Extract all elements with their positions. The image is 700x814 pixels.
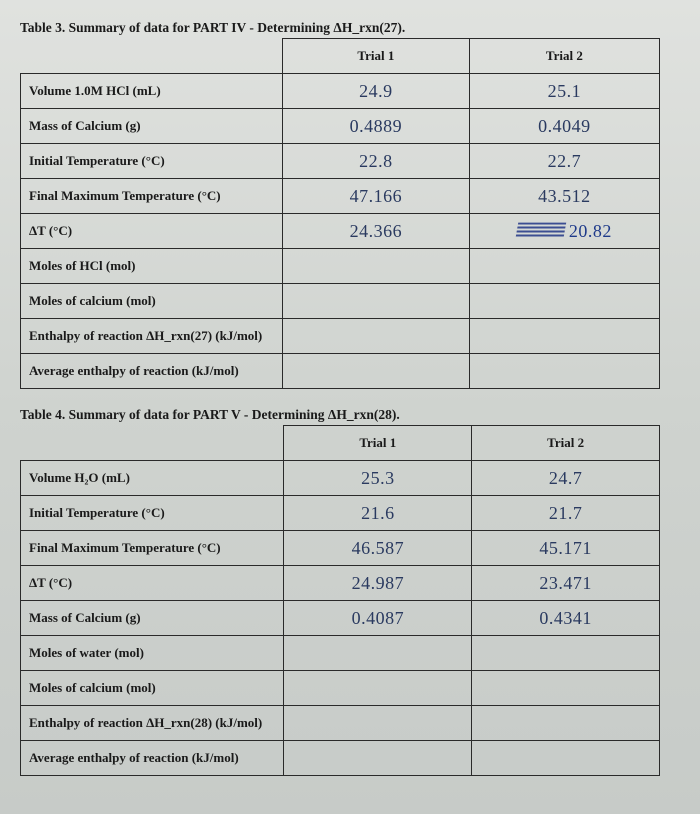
table4-trial2: 45.171 <box>472 531 660 566</box>
table3-col-trial1: Trial 1 <box>282 39 469 74</box>
table3-trial2 <box>469 249 659 284</box>
table3-col-trial2: Trial 2 <box>469 39 659 74</box>
blank-corner <box>21 39 283 74</box>
table3-trial1 <box>282 284 469 319</box>
table4-label: ΔT (°C) <box>21 566 284 601</box>
table3-trial1: 24.9 <box>282 74 469 109</box>
table3-row: Enthalpy of reaction ΔH_rxn(27) (kJ/mol) <box>21 319 660 354</box>
table3-row: Final Maximum Temperature (°C)47.16643.5… <box>21 179 660 214</box>
table3-row: ΔT (°C)24.36620.82 <box>21 214 660 249</box>
table4-label: Average enthalpy of reaction (kJ/mol) <box>21 741 284 776</box>
table3-trial2: 0.4049 <box>469 109 659 144</box>
table4-label: Moles of calcium (mol) <box>21 671 284 706</box>
table3-label: Average enthalpy of reaction (kJ/mol) <box>21 354 283 389</box>
table3-trial1: 47.166 <box>282 179 469 214</box>
table3-label: Final Maximum Temperature (°C) <box>21 179 283 214</box>
table3-trial2: 25.1 <box>469 74 659 109</box>
table4-row: Mass of Calcium (g)0.40870.4341 <box>21 601 660 636</box>
table3-row: Moles of calcium (mol) <box>21 284 660 319</box>
table4-row: Moles of calcium (mol) <box>21 671 660 706</box>
table4-label: Final Maximum Temperature (°C) <box>21 531 284 566</box>
blank-corner <box>21 426 284 461</box>
table3-label: Volume 1.0M HCl (mL) <box>21 74 283 109</box>
table3-trial1 <box>282 354 469 389</box>
table4-label: Volume H₂O (mL) <box>21 461 284 496</box>
table3-trial2 <box>469 284 659 319</box>
table3-row: Mass of Calcium (g)0.48890.4049 <box>21 109 660 144</box>
table4-row: Average enthalpy of reaction (kJ/mol) <box>21 741 660 776</box>
table4-trial1: 25.3 <box>284 461 472 496</box>
table4-trial1 <box>284 741 472 776</box>
table4-title: Table 4. Summary of data for PART V - De… <box>20 407 680 423</box>
table4-row: Moles of water (mol) <box>21 636 660 671</box>
table4-trial2: 0.4341 <box>472 601 660 636</box>
table4-row: Enthalpy of reaction ΔH_rxn(28) (kJ/mol) <box>21 706 660 741</box>
table3-trial2 <box>469 319 659 354</box>
table3-trial1 <box>282 249 469 284</box>
table4-header-row: Trial 1 Trial 2 <box>21 426 660 461</box>
table3-trial1: 24.366 <box>282 214 469 249</box>
table4: Trial 1 Trial 2 Volume H₂O (mL)25.324.7I… <box>20 425 660 776</box>
table4-trial1: 46.587 <box>284 531 472 566</box>
table4-trial1 <box>284 706 472 741</box>
table4-row: ΔT (°C)24.98723.471 <box>21 566 660 601</box>
table3-row: Volume 1.0M HCl (mL)24.925.1 <box>21 74 660 109</box>
table3-label: Enthalpy of reaction ΔH_rxn(27) (kJ/mol) <box>21 319 283 354</box>
table4-trial1 <box>284 636 472 671</box>
table3-trial2: 43.512 <box>469 179 659 214</box>
table3-trial2: 22.7 <box>469 144 659 179</box>
table4-trial1 <box>284 671 472 706</box>
table4-trial1: 21.6 <box>284 496 472 531</box>
table4-row: Initial Temperature (°C)21.621.7 <box>21 496 660 531</box>
table3-trial1 <box>282 319 469 354</box>
table4-label: Mass of Calcium (g) <box>21 601 284 636</box>
table3: Trial 1 Trial 2 Volume 1.0M HCl (mL)24.9… <box>20 38 660 389</box>
table4-trial2 <box>472 706 660 741</box>
table4-trial2: 24.7 <box>472 461 660 496</box>
table4-row: Volume H₂O (mL)25.324.7 <box>21 461 660 496</box>
table4-trial1: 0.4087 <box>284 601 472 636</box>
table3-header-row: Trial 1 Trial 2 <box>21 39 660 74</box>
table3-title: Table 3. Summary of data for PART IV - D… <box>20 20 680 36</box>
table4-trial2 <box>472 671 660 706</box>
table4-label: Moles of water (mol) <box>21 636 284 671</box>
table3-trial2 <box>469 354 659 389</box>
table3-row: Average enthalpy of reaction (kJ/mol) <box>21 354 660 389</box>
table4-label: Enthalpy of reaction ΔH_rxn(28) (kJ/mol) <box>21 706 284 741</box>
table3-row: Initial Temperature (°C)22.822.7 <box>21 144 660 179</box>
table3-trial1: 0.4889 <box>282 109 469 144</box>
table4-trial2: 21.7 <box>472 496 660 531</box>
table3-label: Initial Temperature (°C) <box>21 144 283 179</box>
table4-col-trial1: Trial 1 <box>284 426 472 461</box>
table3-row: Moles of HCl (mol) <box>21 249 660 284</box>
table4-label: Initial Temperature (°C) <box>21 496 284 531</box>
table4-row: Final Maximum Temperature (°C)46.58745.1… <box>21 531 660 566</box>
table4-trial2 <box>472 741 660 776</box>
table4-trial2: 23.471 <box>472 566 660 601</box>
table4-trial1: 24.987 <box>284 566 472 601</box>
table3-trial1: 22.8 <box>282 144 469 179</box>
table3-trial2: 20.82 <box>469 214 659 249</box>
table3-label: Moles of HCl (mol) <box>21 249 283 284</box>
table3-label: Mass of Calcium (g) <box>21 109 283 144</box>
table3-label: ΔT (°C) <box>21 214 283 249</box>
table4-col-trial2: Trial 2 <box>472 426 660 461</box>
table4-trial2 <box>472 636 660 671</box>
table3-label: Moles of calcium (mol) <box>21 284 283 319</box>
